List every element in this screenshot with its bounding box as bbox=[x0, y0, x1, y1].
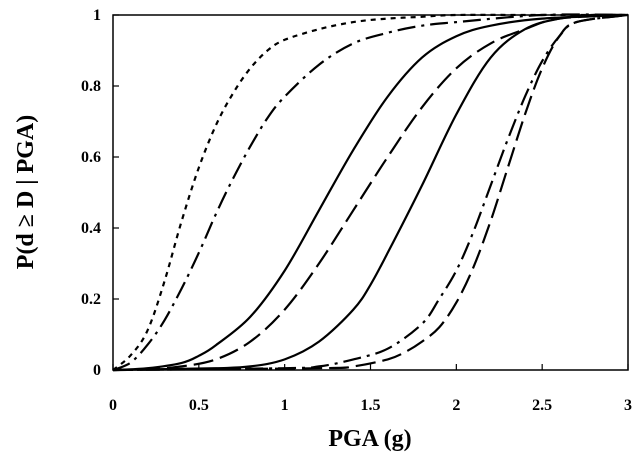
series-line-4 bbox=[112, 13, 629, 372]
x-axis-ticks: 0 0.5 1 1.5 2 2.5 3 bbox=[109, 364, 632, 414]
x-tick-label: 1 bbox=[281, 397, 289, 414]
y-tick-label: 1 bbox=[93, 7, 101, 24]
x-tick-label: 3 bbox=[624, 397, 632, 414]
y-axis-title: P(d ≥ D | PGA) bbox=[13, 115, 39, 269]
x-tick-label: 2 bbox=[452, 397, 460, 414]
y-tick-label: 0 bbox=[93, 362, 101, 379]
x-tick-label: 0.5 bbox=[189, 397, 209, 414]
series-line-2 bbox=[112, 13, 629, 372]
series-line-6 bbox=[112, 13, 629, 372]
y-tick-label: 0.6 bbox=[81, 149, 101, 166]
y-tick-label: 0.8 bbox=[81, 78, 101, 95]
x-tick-label: 0 bbox=[109, 397, 117, 414]
series-curves bbox=[112, 13, 629, 372]
series-line-5 bbox=[112, 13, 629, 372]
y-axis-ticks: 0 0.2 0.4 0.6 0.8 1 bbox=[81, 7, 119, 379]
y-tick-label: 0.4 bbox=[81, 220, 101, 237]
plot-area bbox=[112, 14, 629, 371]
x-tick-label: 2.5 bbox=[532, 397, 552, 414]
x-tick-label: 1.5 bbox=[361, 397, 381, 414]
x-axis-title: PGA (g) bbox=[328, 426, 411, 452]
y-tick-label: 0.2 bbox=[81, 291, 101, 308]
series-line-7 bbox=[112, 13, 629, 372]
series-line-3 bbox=[112, 13, 629, 372]
